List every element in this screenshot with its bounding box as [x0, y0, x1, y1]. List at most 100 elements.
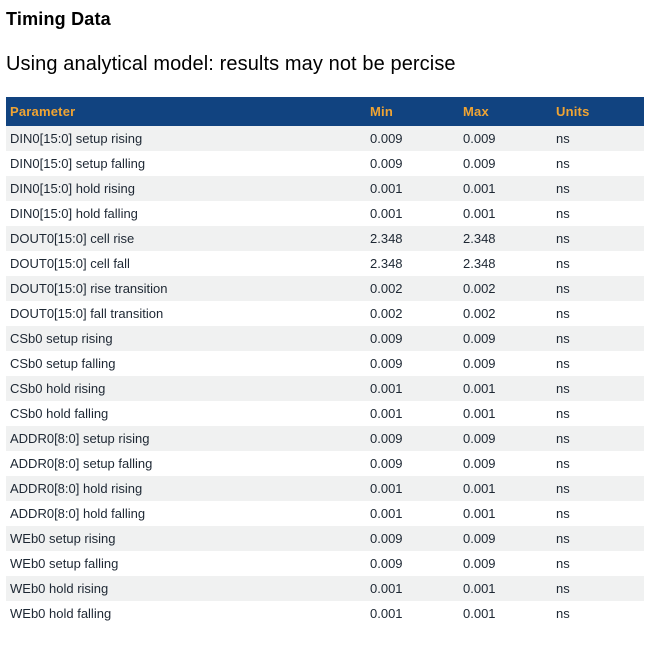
max-cell: 0.001 [463, 606, 496, 621]
max-cell: 0.001 [463, 181, 496, 196]
table-row: WEb0 setup rising 0.009 0.009 ns [6, 526, 644, 551]
table-row: DOUT0[15:0] cell rise 2.348 2.348 ns [6, 226, 644, 251]
min-cell: 0.001 [370, 381, 403, 396]
min-cell: 0.009 [370, 356, 403, 371]
parameter-cell: CSb0 setup falling [10, 356, 116, 371]
parameter-cell: WEb0 hold rising [10, 581, 109, 596]
table-row: ADDR0[8:0] hold rising 0.001 0.001 ns [6, 476, 644, 501]
units-cell: ns [556, 206, 570, 221]
table-row: DOUT0[15:0] rise transition 0.002 0.002 … [6, 276, 644, 301]
units-cell: ns [556, 306, 570, 321]
parameter-cell: WEb0 hold falling [10, 606, 112, 621]
table-row: DOUT0[15:0] cell fall 2.348 2.348 ns [6, 251, 644, 276]
max-cell: 0.009 [463, 531, 496, 546]
parameter-cell: ADDR0[8:0] setup rising [10, 431, 150, 446]
timing-table-header: Parameter Min Max Units [6, 97, 644, 126]
timing-table-body: DIN0[15:0] setup rising 0.009 0.009 ns D… [6, 126, 644, 626]
min-cell: 0.001 [370, 506, 403, 521]
min-cell: 0.001 [370, 581, 403, 596]
parameter-cell: DOUT0[15:0] fall transition [10, 306, 164, 321]
units-cell: ns [556, 131, 570, 146]
parameter-cell: DIN0[15:0] setup rising [10, 131, 143, 146]
parameter-cell: ADDR0[8:0] setup falling [10, 456, 153, 471]
units-cell: ns [556, 406, 570, 421]
units-cell: ns [556, 456, 570, 471]
min-cell: 2.348 [370, 231, 403, 246]
parameter-cell: DOUT0[15:0] cell fall [10, 256, 130, 271]
min-cell: 0.002 [370, 306, 403, 321]
units-cell: ns [556, 431, 570, 446]
units-cell: ns [556, 531, 570, 546]
parameter-cell: CSb0 setup rising [10, 331, 113, 346]
table-row: ADDR0[8:0] setup rising 0.009 0.009 ns [6, 426, 644, 451]
parameter-cell: DIN0[15:0] hold rising [10, 181, 136, 196]
header-row: Parameter Min Max Units [6, 97, 644, 126]
units-cell: ns [556, 481, 570, 496]
max-cell: 0.001 [463, 506, 496, 521]
parameter-cell: DIN0[15:0] setup falling [10, 156, 146, 171]
max-cell: 0.009 [463, 131, 496, 146]
table-row: DIN0[15:0] setup rising 0.009 0.009 ns [6, 126, 644, 151]
parameter-cell: DOUT0[15:0] cell rise [10, 231, 135, 246]
max-cell: 0.002 [463, 306, 496, 321]
units-cell: ns [556, 156, 570, 171]
max-cell: 0.001 [463, 481, 496, 496]
max-cell: 0.009 [463, 431, 496, 446]
timing-data-table: Parameter Min Max Units DIN0[15:0] setup… [6, 97, 644, 626]
max-cell: 0.001 [463, 581, 496, 596]
table-row: CSb0 hold rising 0.001 0.001 ns [6, 376, 644, 401]
max-cell: 2.348 [463, 256, 496, 271]
parameter-cell: DIN0[15:0] hold falling [10, 206, 138, 221]
min-cell: 0.009 [370, 331, 403, 346]
min-cell: 0.001 [370, 181, 403, 196]
table-row: CSb0 setup rising 0.009 0.009 ns [6, 326, 644, 351]
max-cell: 0.009 [463, 156, 496, 171]
column-header-max: Max [459, 97, 552, 126]
table-row: DIN0[15:0] hold falling 0.001 0.001 ns [6, 201, 644, 226]
table-row: DIN0[15:0] hold rising 0.001 0.001 ns [6, 176, 644, 201]
min-cell: 0.001 [370, 206, 403, 221]
column-header-parameter: Parameter [6, 97, 366, 126]
min-cell: 0.009 [370, 431, 403, 446]
table-row: CSb0 hold falling 0.001 0.001 ns [6, 401, 644, 426]
units-cell: ns [556, 331, 570, 346]
table-row: WEb0 hold falling 0.001 0.001 ns [6, 601, 644, 626]
min-cell: 0.009 [370, 156, 403, 171]
max-cell: 0.001 [463, 406, 496, 421]
parameter-cell: DOUT0[15:0] rise transition [10, 281, 168, 296]
table-row: ADDR0[8:0] hold falling 0.001 0.001 ns [6, 501, 644, 526]
max-cell: 0.009 [463, 356, 496, 371]
max-cell: 0.002 [463, 281, 496, 296]
min-cell: 0.009 [370, 456, 403, 471]
table-row: WEb0 setup falling 0.009 0.009 ns [6, 551, 644, 576]
units-cell: ns [556, 256, 570, 271]
min-cell: 0.009 [370, 531, 403, 546]
table-row: WEb0 hold rising 0.001 0.001 ns [6, 576, 644, 601]
max-cell: 0.009 [463, 456, 496, 471]
min-cell: 0.001 [370, 606, 403, 621]
table-row: CSb0 setup falling 0.009 0.009 ns [6, 351, 644, 376]
units-cell: ns [556, 356, 570, 371]
page-title: Timing Data [6, 9, 111, 29]
min-cell: 0.009 [370, 131, 403, 146]
parameter-cell: ADDR0[8:0] hold rising [10, 481, 143, 496]
units-cell: ns [556, 231, 570, 246]
max-cell: 0.009 [463, 556, 496, 571]
min-cell: 0.001 [370, 406, 403, 421]
parameter-cell: WEb0 setup falling [10, 556, 119, 571]
table-row: ADDR0[8:0] setup falling 0.009 0.009 ns [6, 451, 644, 476]
units-cell: ns [556, 281, 570, 296]
min-cell: 0.001 [370, 481, 403, 496]
units-cell: ns [556, 181, 570, 196]
table-row: DOUT0[15:0] fall transition 0.002 0.002 … [6, 301, 644, 326]
parameter-cell: ADDR0[8:0] hold falling [10, 506, 146, 521]
page-subtitle: Using analytical model: results may not … [6, 53, 456, 75]
units-cell: ns [556, 581, 570, 596]
column-header-units: Units [552, 97, 644, 126]
max-cell: 2.348 [463, 231, 496, 246]
min-cell: 0.002 [370, 281, 403, 296]
parameter-cell: CSb0 hold falling [10, 406, 109, 421]
min-cell: 2.348 [370, 256, 403, 271]
parameter-cell: CSb0 hold rising [10, 381, 106, 396]
